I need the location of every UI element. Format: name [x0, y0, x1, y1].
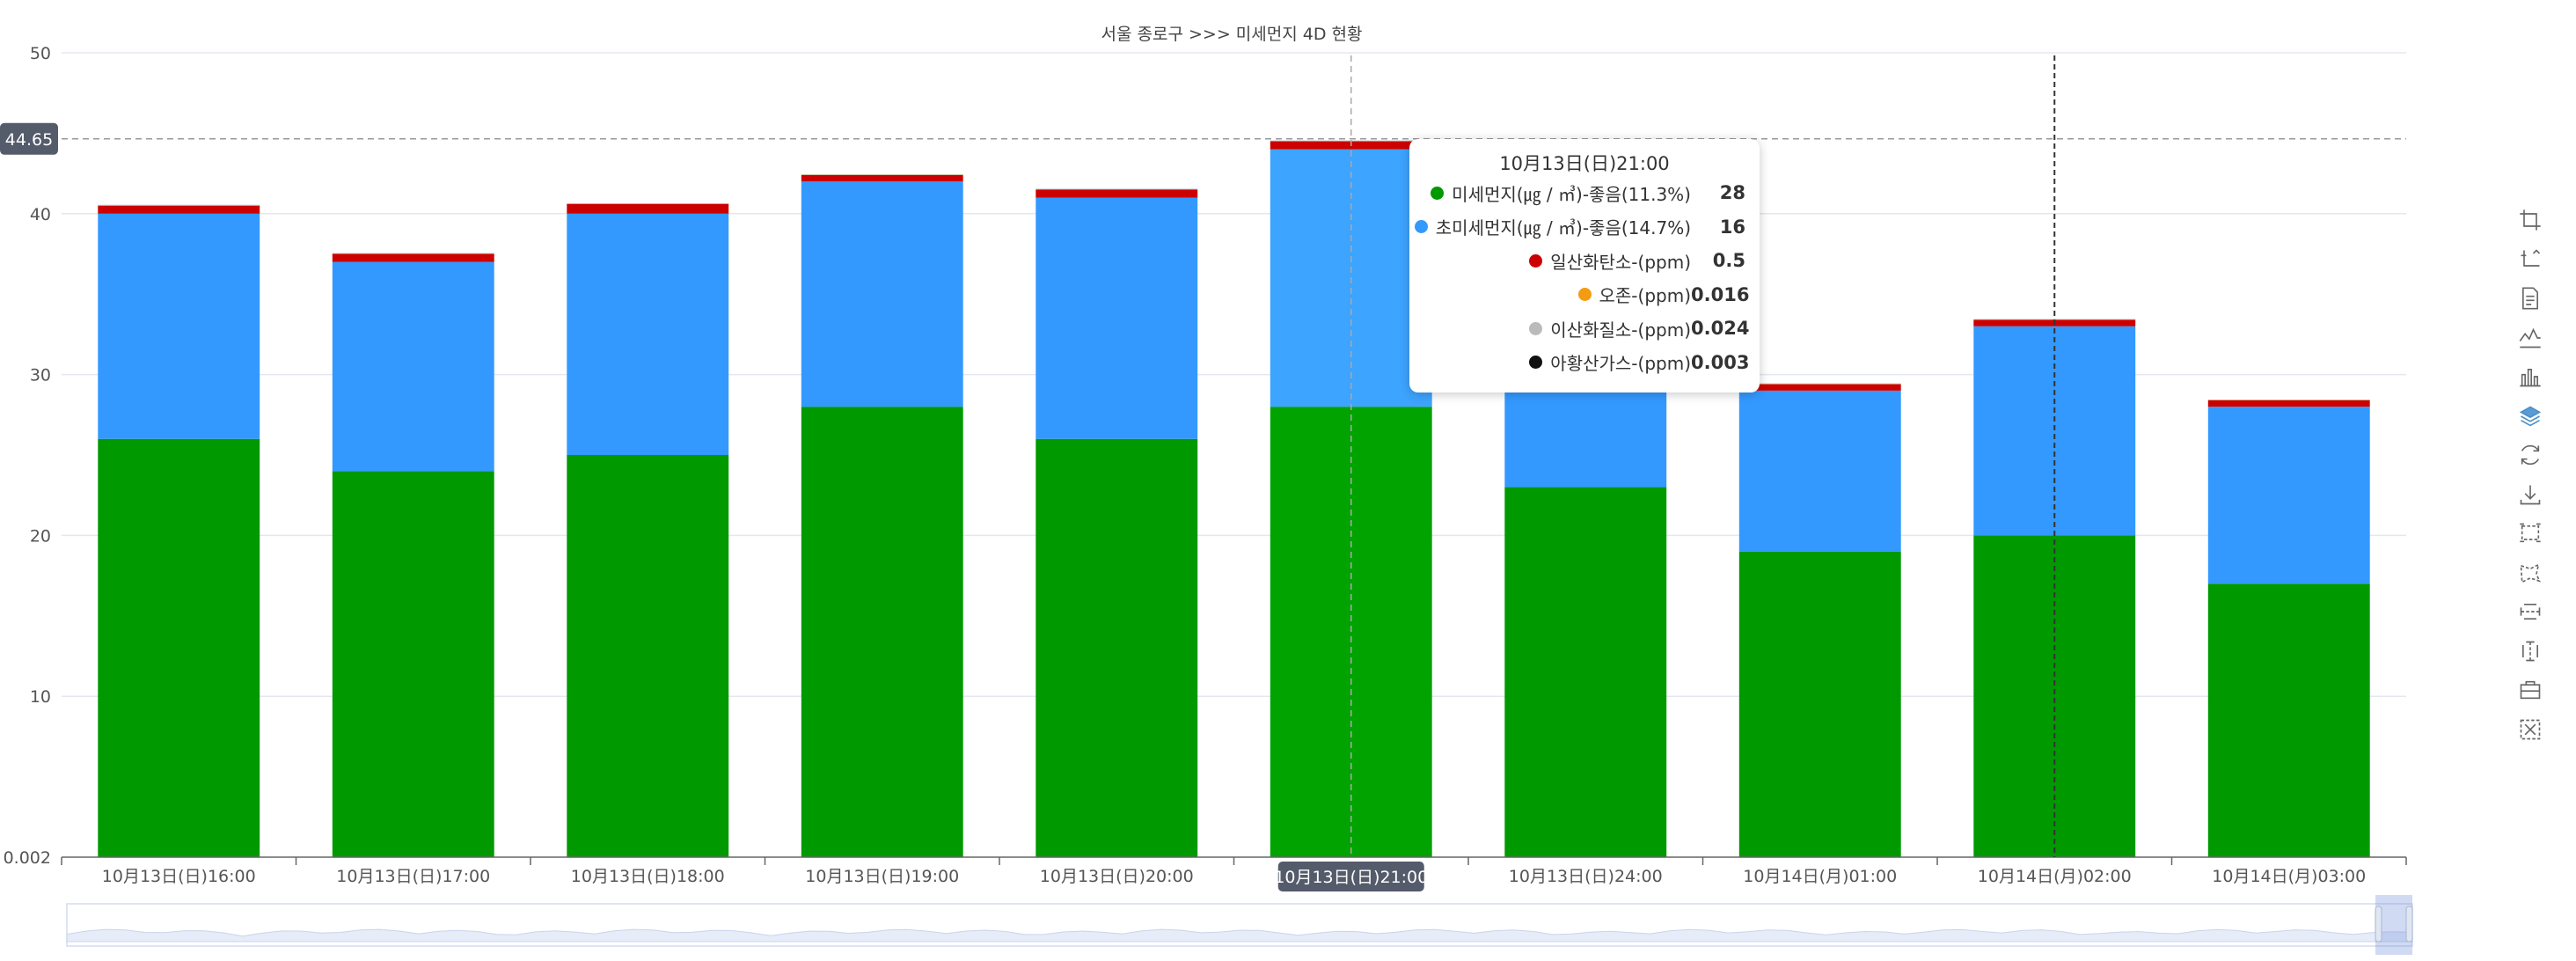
bar-segment[interactable]: [567, 213, 729, 456]
brush-keep-icon[interactable]: [2516, 671, 2544, 710]
brush-line-y-icon[interactable]: [2516, 632, 2544, 671]
x-tick-label: 10月13日(日)17:00: [336, 867, 490, 886]
tooltip-row-label: 이산화질소-(ppm): [1550, 319, 1691, 341]
tooltip-row-value: 0.003: [1691, 351, 1750, 373]
save-image-icon[interactable]: [2516, 475, 2544, 515]
bar-segment[interactable]: [801, 407, 963, 857]
bar-segment[interactable]: [332, 253, 494, 262]
bar-segment[interactable]: [332, 261, 494, 472]
y-tick-label: 40: [30, 205, 51, 224]
x-pointer-label-box: [1277, 862, 1424, 891]
tooltip-row-label: 아황산가스-(ppm): [1550, 353, 1691, 375]
legend-dot-icon: [1529, 321, 1543, 335]
bar-segment[interactable]: [98, 438, 260, 857]
x-axis: 10月13日(日)16:00 10月13日(日)17:00 10月13日(日)18:…: [61, 856, 2407, 886]
zoom-icon[interactable]: [2516, 201, 2544, 240]
x-tick-label: 10月13日(日)24:00: [1509, 867, 1663, 886]
bar-segment[interactable]: [98, 205, 260, 214]
bar-segment[interactable]: [801, 181, 963, 407]
data-zoom-slider[interactable]: [66, 895, 2413, 955]
tooltip: 10月13日(日)21:00 미세먼지(㎍ / ㎥)-좋음(11.3%) 28 초미…: [1409, 139, 1760, 392]
tooltip-row-label: 미세먼지(㎍ / ㎥)-좋음(11.3%): [1452, 183, 1691, 205]
y-axis: 0.002 10 20 30 40 50: [4, 44, 51, 868]
tooltip-row: 오존-(ppm) 0.016: [1409, 278, 1760, 312]
y-pointer-label: 44.65: [5, 130, 53, 150]
bar-segment[interactable]: [567, 455, 729, 857]
bar-segment[interactable]: [1036, 197, 1198, 439]
stack-icon[interactable]: [2516, 397, 2544, 436]
bar-segment[interactable]: [1738, 551, 1901, 857]
zoom-reset-icon[interactable]: [2516, 240, 2544, 280]
tooltip-row: 초미세먼지(㎍ / ㎥)-좋음(14.7%) 16: [1409, 210, 1760, 245]
brush-rect-icon[interactable]: [2516, 514, 2544, 554]
zoom-handle-left[interactable]: [2375, 906, 2382, 943]
data-view-icon[interactable]: [2516, 279, 2544, 319]
x-tick-label: 10月13日(日)18:00: [571, 867, 725, 886]
line-chart-icon[interactable]: [2516, 319, 2544, 358]
bar-segment[interactable]: [567, 203, 729, 214]
x-tick-label: 10月13日(日)20:00: [1040, 867, 1194, 886]
legend-dot-icon: [1431, 186, 1445, 200]
bar-segment[interactable]: [1738, 390, 1901, 552]
tooltip-title: 10月13日(日)21:00: [1499, 153, 1670, 174]
y-tick-label: 50: [30, 44, 51, 63]
bar-segment[interactable]: [332, 471, 494, 857]
bar-segment[interactable]: [2207, 400, 2370, 407]
chart-title: 서울 종로구 >>> 미세먼지 4D 현황: [1101, 25, 1363, 44]
tooltip-row-value: 28: [1719, 182, 1745, 204]
tooltip-row-label: 일산화탄소-(ppm): [1550, 251, 1691, 273]
tooltip-row: 일산화탄소-(ppm) 0.5: [1409, 244, 1760, 278]
tooltip-row-label: 오존-(ppm): [1599, 285, 1692, 307]
zoom-preview-shadow: [66, 928, 2413, 943]
tooltip-row-value: 0.024: [1691, 318, 1750, 340]
x-tick-label: 10月14日(月)01:00: [1743, 867, 1897, 886]
y-tick-label: 20: [30, 526, 51, 546]
zoom-handle-right[interactable]: [2405, 906, 2413, 943]
x-tick-label: 10月14日(月)02:00: [1978, 867, 2132, 886]
legend-dot-icon: [1529, 253, 1543, 268]
restore-icon[interactable]: [2516, 436, 2544, 475]
tooltip-row-value: 0.5: [1712, 250, 1745, 272]
y-pointer-label-box: [0, 122, 58, 155]
bar-segment[interactable]: [1036, 438, 1198, 857]
bar-segment[interactable]: [801, 174, 963, 182]
y-tick-label: 30: [30, 366, 51, 385]
tooltip-row: 이산화질소-(ppm) 0.024: [1409, 312, 1760, 346]
x-tick-label: 10月13日(日)16:00: [102, 867, 256, 886]
brush-clear-icon[interactable]: [2516, 710, 2544, 750]
tooltip-row-value: 0.016: [1691, 283, 1750, 305]
tooltip-row-label: 초미세먼지(㎍ / ㎥)-좋음(14.7%): [1435, 217, 1691, 239]
x-tick-label: 10月14日(月)03:00: [2212, 867, 2366, 886]
bar-segment[interactable]: [1504, 487, 1667, 857]
tooltip-row-value: 16: [1719, 216, 1745, 238]
x-tick-label: 10月13日(日)19:00: [805, 867, 959, 886]
tooltip-row: 미세먼지(㎍ / ㎥)-좋음(11.3%) 28: [1409, 176, 1760, 210]
bar-segment[interactable]: [2207, 407, 2370, 584]
brush-line-x-icon[interactable]: [2516, 592, 2544, 632]
crosshair-overlay: 10月13日(日)21:00 44.65: [0, 55, 2406, 891]
x-pointer-label: 10月13日(日)21:00: [1274, 868, 1428, 887]
bar-segment[interactable]: [98, 213, 260, 439]
brush-polygon-icon[interactable]: [2516, 554, 2544, 593]
bar-segment[interactable]: [1738, 384, 1901, 391]
chart-toolbox[interactable]: [2516, 201, 2551, 749]
tooltip-row: 아황산가스-(ppm) 0.003: [1409, 346, 1760, 380]
bar-segment[interactable]: [1036, 189, 1198, 198]
legend-dot-icon: [1529, 356, 1543, 370]
legend-dot-icon: [1414, 220, 1428, 234]
bar-chart-icon[interactable]: [2516, 357, 2544, 397]
bars[interactable]: [98, 140, 2370, 857]
y-tick-label: 10: [30, 687, 51, 707]
legend-dot-icon: [1577, 288, 1592, 302]
bar-segment[interactable]: [2207, 583, 2370, 857]
y-tick-label: 0.002: [4, 848, 51, 868]
